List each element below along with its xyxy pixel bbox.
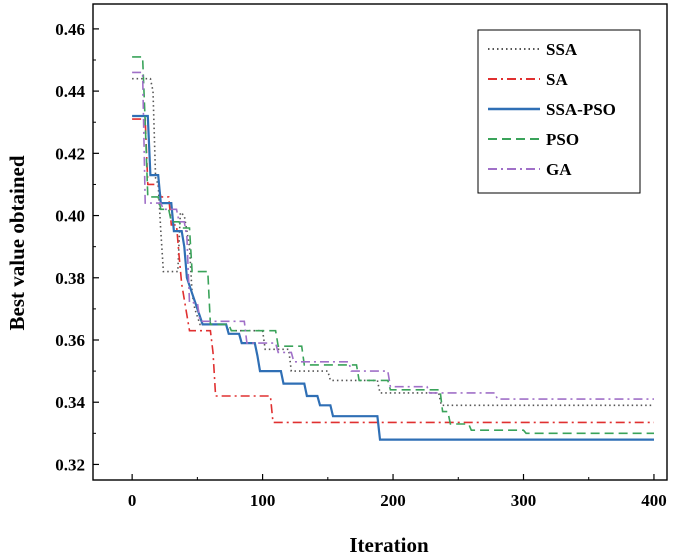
legend-box [477,29,641,194]
plot-frame [92,3,668,481]
x-tick-label-200: 200 [380,491,406,510]
legend-label-ssa-pso: SSA-PSO [546,100,616,119]
y-tick-label-3: 0.38 [55,269,85,288]
series-line-ssa-pso [132,114,654,441]
series-layer [132,56,654,441]
y-tick-label-0: 0.32 [55,455,85,474]
y-axis-title: Best value obtained [5,155,29,330]
y-tick-label-7: 0.46 [55,20,85,39]
y-tick-label-1: 0.34 [55,393,85,412]
x-tick-label-400: 400 [641,491,667,510]
y-tick-label-2: 0.36 [55,331,85,350]
legend-items: SSA SA SSA-PSO PSO GA [488,40,616,179]
legend-label-ga: GA [546,160,572,179]
legend: SSA SA SSA-PSO PSO GA [477,29,641,194]
series-line-pso [132,56,654,435]
x-tick-label-0: 0 [128,491,137,510]
x-tick-label-100: 100 [250,491,276,510]
series-line-sa [132,118,654,424]
legend-label-ssa: SSA [546,40,578,59]
x-tick-label-300: 300 [511,491,537,510]
x-axis-title: Iteration [349,533,429,557]
legend-label-sa: SA [546,70,568,89]
legend-label-pso: PSO [546,130,579,149]
y-tick-label-6: 0.44 [55,82,85,101]
series-line-ssa [132,77,654,407]
axis-layer: 0 100 200 300 400 0.32 0.34 0.36 0.38 0.40 0.42 0.4… [55,20,666,510]
y-tick-label-4: 0.40 [55,207,85,226]
series-line-ga [132,71,654,400]
y-tick-label-5: 0.42 [55,144,85,163]
